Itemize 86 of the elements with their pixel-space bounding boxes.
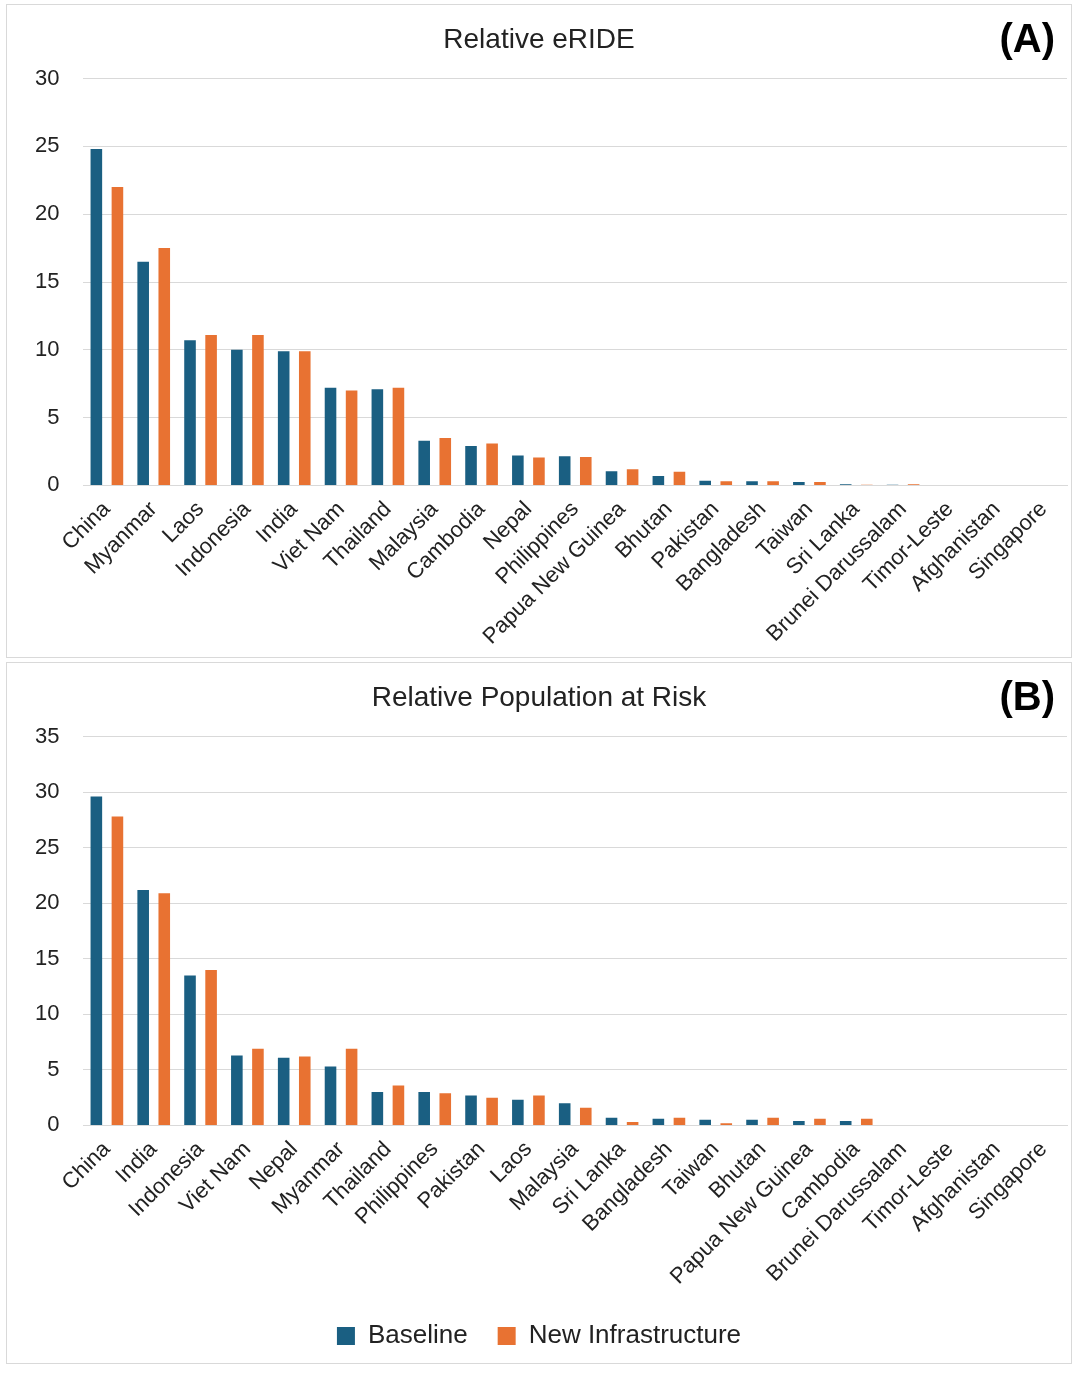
bar xyxy=(793,1120,805,1125)
bar xyxy=(605,1117,618,1125)
bar xyxy=(205,969,217,1125)
y-tick-label: 0 xyxy=(47,471,60,497)
legend-label: Baseline xyxy=(367,1319,468,1350)
legend-label: New Infrastructure xyxy=(528,1319,742,1350)
y-tick-label: 5 xyxy=(47,1055,60,1081)
bar xyxy=(652,475,665,485)
bar xyxy=(205,334,217,485)
bar xyxy=(418,1092,430,1125)
y-tick-label: 15 xyxy=(34,944,60,970)
y-tick-label: 0 xyxy=(47,1111,60,1137)
bar xyxy=(90,149,103,485)
bar xyxy=(699,480,711,485)
bar xyxy=(793,482,805,485)
y-tick-label: 10 xyxy=(34,335,60,361)
bar xyxy=(324,1066,337,1125)
bar xyxy=(626,469,639,485)
bar xyxy=(345,1048,358,1125)
bar xyxy=(392,1085,405,1125)
y-tick-label: 25 xyxy=(34,833,60,859)
bar xyxy=(533,457,545,485)
y-tick-label: 15 xyxy=(34,268,60,294)
y-tick-label: 35 xyxy=(34,722,60,748)
bar xyxy=(673,1117,686,1125)
bar xyxy=(184,975,196,1125)
bar xyxy=(579,1107,592,1125)
bar xyxy=(231,349,243,485)
text: (B) xyxy=(999,674,1055,719)
text: (A) xyxy=(999,16,1055,61)
bar xyxy=(111,187,124,485)
bar xyxy=(839,1120,852,1125)
bar xyxy=(558,456,571,485)
bar xyxy=(486,443,498,485)
bar xyxy=(486,1097,498,1125)
chart-title: Relative eRIDE xyxy=(443,22,635,54)
bar xyxy=(371,1092,384,1125)
bar xyxy=(512,1099,524,1125)
bar xyxy=(158,893,171,1125)
y-tick-label: 25 xyxy=(34,132,60,158)
bar xyxy=(579,456,592,485)
bar xyxy=(699,1119,711,1125)
bar xyxy=(720,481,733,485)
chart-title: Relative Population at Risk xyxy=(371,680,708,712)
bar xyxy=(90,796,103,1125)
bar xyxy=(767,481,779,485)
bar xyxy=(746,1119,758,1125)
bar xyxy=(814,482,826,485)
bar xyxy=(673,471,686,485)
y-tick-label: 30 xyxy=(34,64,60,90)
bar xyxy=(184,340,196,485)
bar xyxy=(626,1122,639,1125)
bar xyxy=(465,1095,477,1125)
bar xyxy=(767,1117,779,1125)
bar xyxy=(465,446,477,485)
bar xyxy=(558,1103,571,1125)
bar xyxy=(324,387,337,485)
bar xyxy=(860,1118,873,1125)
bar xyxy=(439,437,452,485)
bar xyxy=(277,351,290,485)
bar xyxy=(158,248,171,485)
bar xyxy=(137,261,149,485)
bar xyxy=(137,889,149,1125)
bar xyxy=(298,1056,311,1125)
bar xyxy=(439,1093,452,1125)
bar xyxy=(298,351,311,485)
y-tick-label: 5 xyxy=(47,403,60,429)
bar xyxy=(746,481,758,485)
bar xyxy=(111,816,124,1125)
y-tick-label: 30 xyxy=(34,778,60,804)
bar xyxy=(231,1055,243,1125)
bar xyxy=(533,1095,545,1125)
bar xyxy=(652,1118,665,1125)
bar xyxy=(277,1057,290,1125)
bar xyxy=(371,389,384,485)
bar xyxy=(418,440,430,485)
bar xyxy=(252,334,264,485)
bar xyxy=(814,1118,826,1125)
y-tick-label: 20 xyxy=(34,889,60,915)
bar xyxy=(392,387,405,485)
bar xyxy=(512,455,524,485)
y-tick-label: 10 xyxy=(34,1000,60,1026)
bar xyxy=(252,1048,264,1125)
bar xyxy=(345,390,358,485)
y-tick-label: 20 xyxy=(34,200,60,226)
bar xyxy=(605,471,618,485)
